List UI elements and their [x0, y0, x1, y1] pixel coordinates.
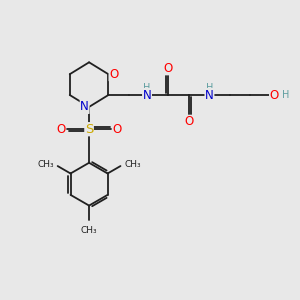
Text: O: O — [113, 123, 122, 136]
Text: S: S — [85, 123, 93, 136]
Text: CH₃: CH₃ — [38, 160, 54, 169]
Text: N: N — [205, 88, 214, 101]
Text: O: O — [163, 62, 172, 75]
Text: H: H — [281, 90, 289, 100]
Text: O: O — [56, 123, 65, 136]
Text: O: O — [270, 88, 279, 101]
Text: H: H — [206, 82, 213, 93]
Text: H: H — [143, 82, 151, 93]
Text: O: O — [109, 68, 119, 81]
Text: N: N — [80, 100, 89, 113]
Text: CH₃: CH₃ — [124, 160, 141, 169]
Text: CH₃: CH₃ — [81, 226, 98, 236]
Text: O: O — [184, 115, 193, 128]
Text: N: N — [143, 88, 152, 101]
